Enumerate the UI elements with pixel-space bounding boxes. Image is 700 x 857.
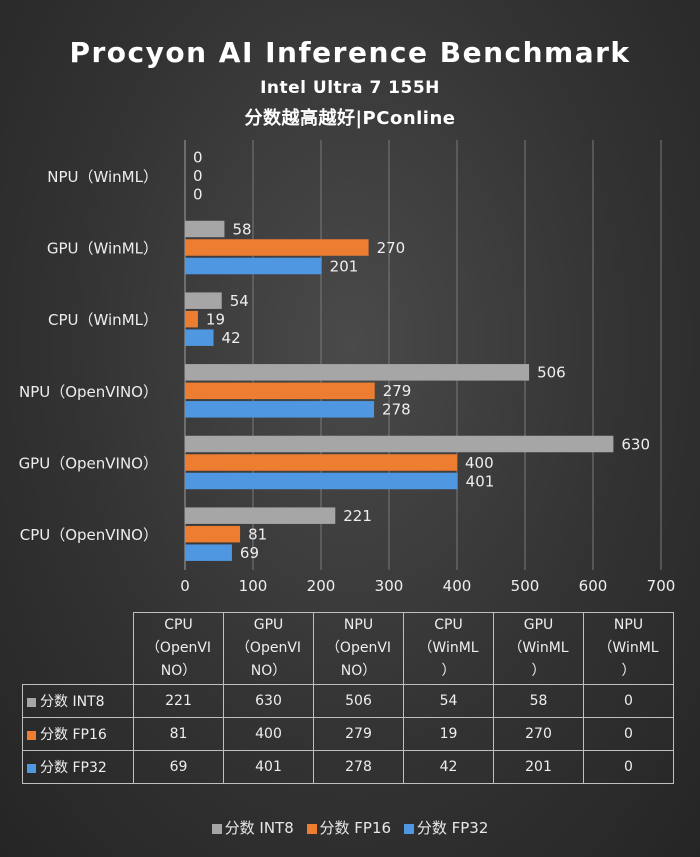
table-row-fp16: 分数 FP16 81 400 279 19 270 0 <box>22 717 674 751</box>
x-tick-label: 600 <box>579 577 608 595</box>
bar <box>185 329 214 346</box>
table-row-label: 分数 FP16 <box>22 717 134 751</box>
bar <box>185 454 457 471</box>
table-cell: 221 <box>133 684 224 718</box>
x-tick-label: 700 <box>647 577 676 595</box>
chart-note: 分数越高越好|PConline <box>244 108 456 129</box>
table-header-cell: GPU （OpenVI NO） <box>223 612 314 685</box>
data-label: 630 <box>621 435 650 453</box>
table-cell: 401 <box>223 750 314 784</box>
bar <box>185 435 614 453</box>
table-cell: 270 <box>493 717 584 751</box>
data-label: 278 <box>382 401 411 419</box>
x-tick-label: 200 <box>307 577 336 595</box>
y-category-label: GPU（WinML） <box>47 240 158 258</box>
legend-swatch <box>211 823 222 834</box>
table-row-label: 分数 FP32 <box>22 750 134 784</box>
data-label: 506 <box>537 364 566 382</box>
bar-chart: 0 100 200 300 400 500 600 700NPU（WinML）000GPU（W… <box>19 140 676 595</box>
data-label: 42 <box>222 329 241 347</box>
bar <box>185 239 369 256</box>
bar <box>185 507 336 524</box>
data-label: 221 <box>343 507 372 525</box>
swatch-fp16 <box>27 730 36 740</box>
bar <box>185 257 322 275</box>
table-header-cell: NPU （OpenVI NO） <box>313 612 404 685</box>
data-label: 401 <box>466 472 495 490</box>
table-cell: 69 <box>133 750 224 784</box>
legend-item-int8: 分数 INT8 <box>211 817 294 838</box>
table-cell: 0 <box>583 684 674 718</box>
data-label: 54 <box>230 292 249 310</box>
table-cell: 42 <box>403 750 494 784</box>
bar <box>185 472 458 490</box>
table-cell: 0 <box>583 750 674 784</box>
y-category-label: NPU（WinML） <box>47 168 158 186</box>
x-tick-label: 100 <box>239 577 268 595</box>
data-label: 19 <box>206 310 225 328</box>
table-cell: 278 <box>313 750 404 784</box>
data-label: 0 <box>193 149 203 167</box>
y-category-label: NPU（OpenVINO） <box>19 383 158 401</box>
data-label: 69 <box>240 544 259 562</box>
bar <box>185 544 232 561</box>
legend-swatch <box>306 823 317 834</box>
data-label: 270 <box>377 239 406 257</box>
table-cell: 19 <box>403 717 494 751</box>
x-tick-label: 0 <box>180 577 190 595</box>
bar <box>185 401 375 418</box>
swatch-int8 <box>27 697 36 707</box>
bar <box>185 382 375 400</box>
legend-swatch <box>403 823 414 834</box>
table-header-cell: NPU （WinML） <box>583 612 674 685</box>
data-label: 0 <box>193 186 203 204</box>
bar <box>185 364 530 381</box>
bar <box>185 310 198 328</box>
table-header-cell: CPU （OpenVI NO） <box>133 612 224 685</box>
table-corner <box>22 612 134 685</box>
table-cell: 81 <box>133 717 224 751</box>
table-row-int8: 分数 INT8 221 630 506 54 58 0 <box>22 684 674 718</box>
x-tick-label: 500 <box>511 577 540 595</box>
data-label: 81 <box>248 525 267 543</box>
table-cell: 400 <box>223 717 314 751</box>
swatch-fp32 <box>27 763 36 773</box>
x-tick-label: 400 <box>443 577 472 595</box>
chart-legend: 分数 INT8 分数 FP16 分数 FP32 <box>0 817 700 838</box>
y-category-label: CPU（WinML） <box>48 311 158 329</box>
table-cell: 630 <box>223 684 314 718</box>
table-cell: 54 <box>403 684 494 718</box>
table-cell: 506 <box>313 684 404 718</box>
chart-title: Procyon AI Inference Benchmark <box>69 36 631 69</box>
table-header-row: CPU （OpenVI NO） GPU （OpenVI NO） NPU （OpenVI NO… <box>22 612 674 685</box>
legend-item-fp32: 分数 FP32 <box>403 817 488 838</box>
data-table: CPU （OpenVI NO） GPU （OpenVI NO） NPU （OpenVI NO… <box>22 612 674 784</box>
bar <box>185 220 225 238</box>
x-tick-label: 300 <box>375 577 404 595</box>
bar <box>185 525 241 543</box>
data-label: 201 <box>330 257 359 275</box>
chart-subtitle: Intel Ultra 7 155H <box>260 78 440 98</box>
y-category-label: CPU（OpenVINO） <box>20 526 158 544</box>
legend-item-fp16: 分数 FP16 <box>306 817 391 838</box>
data-label: 0 <box>193 167 203 185</box>
data-label: 58 <box>232 220 251 238</box>
table-row-fp32: 分数 FP32 69 401 278 42 201 0 <box>22 750 674 784</box>
table-header-cell: CPU （WinML） <box>403 612 494 685</box>
data-label: 400 <box>465 454 494 472</box>
table-cell: 201 <box>493 750 584 784</box>
table-header-cell: GPU （WinML） <box>493 612 584 685</box>
table-cell: 279 <box>313 717 404 751</box>
y-category-label: GPU（OpenVINO） <box>19 455 158 473</box>
table-row-label: 分数 INT8 <box>22 684 134 718</box>
data-label: 279 <box>383 382 412 400</box>
bar <box>185 292 222 309</box>
table-cell: 0 <box>583 717 674 751</box>
table-cell: 58 <box>493 684 584 718</box>
